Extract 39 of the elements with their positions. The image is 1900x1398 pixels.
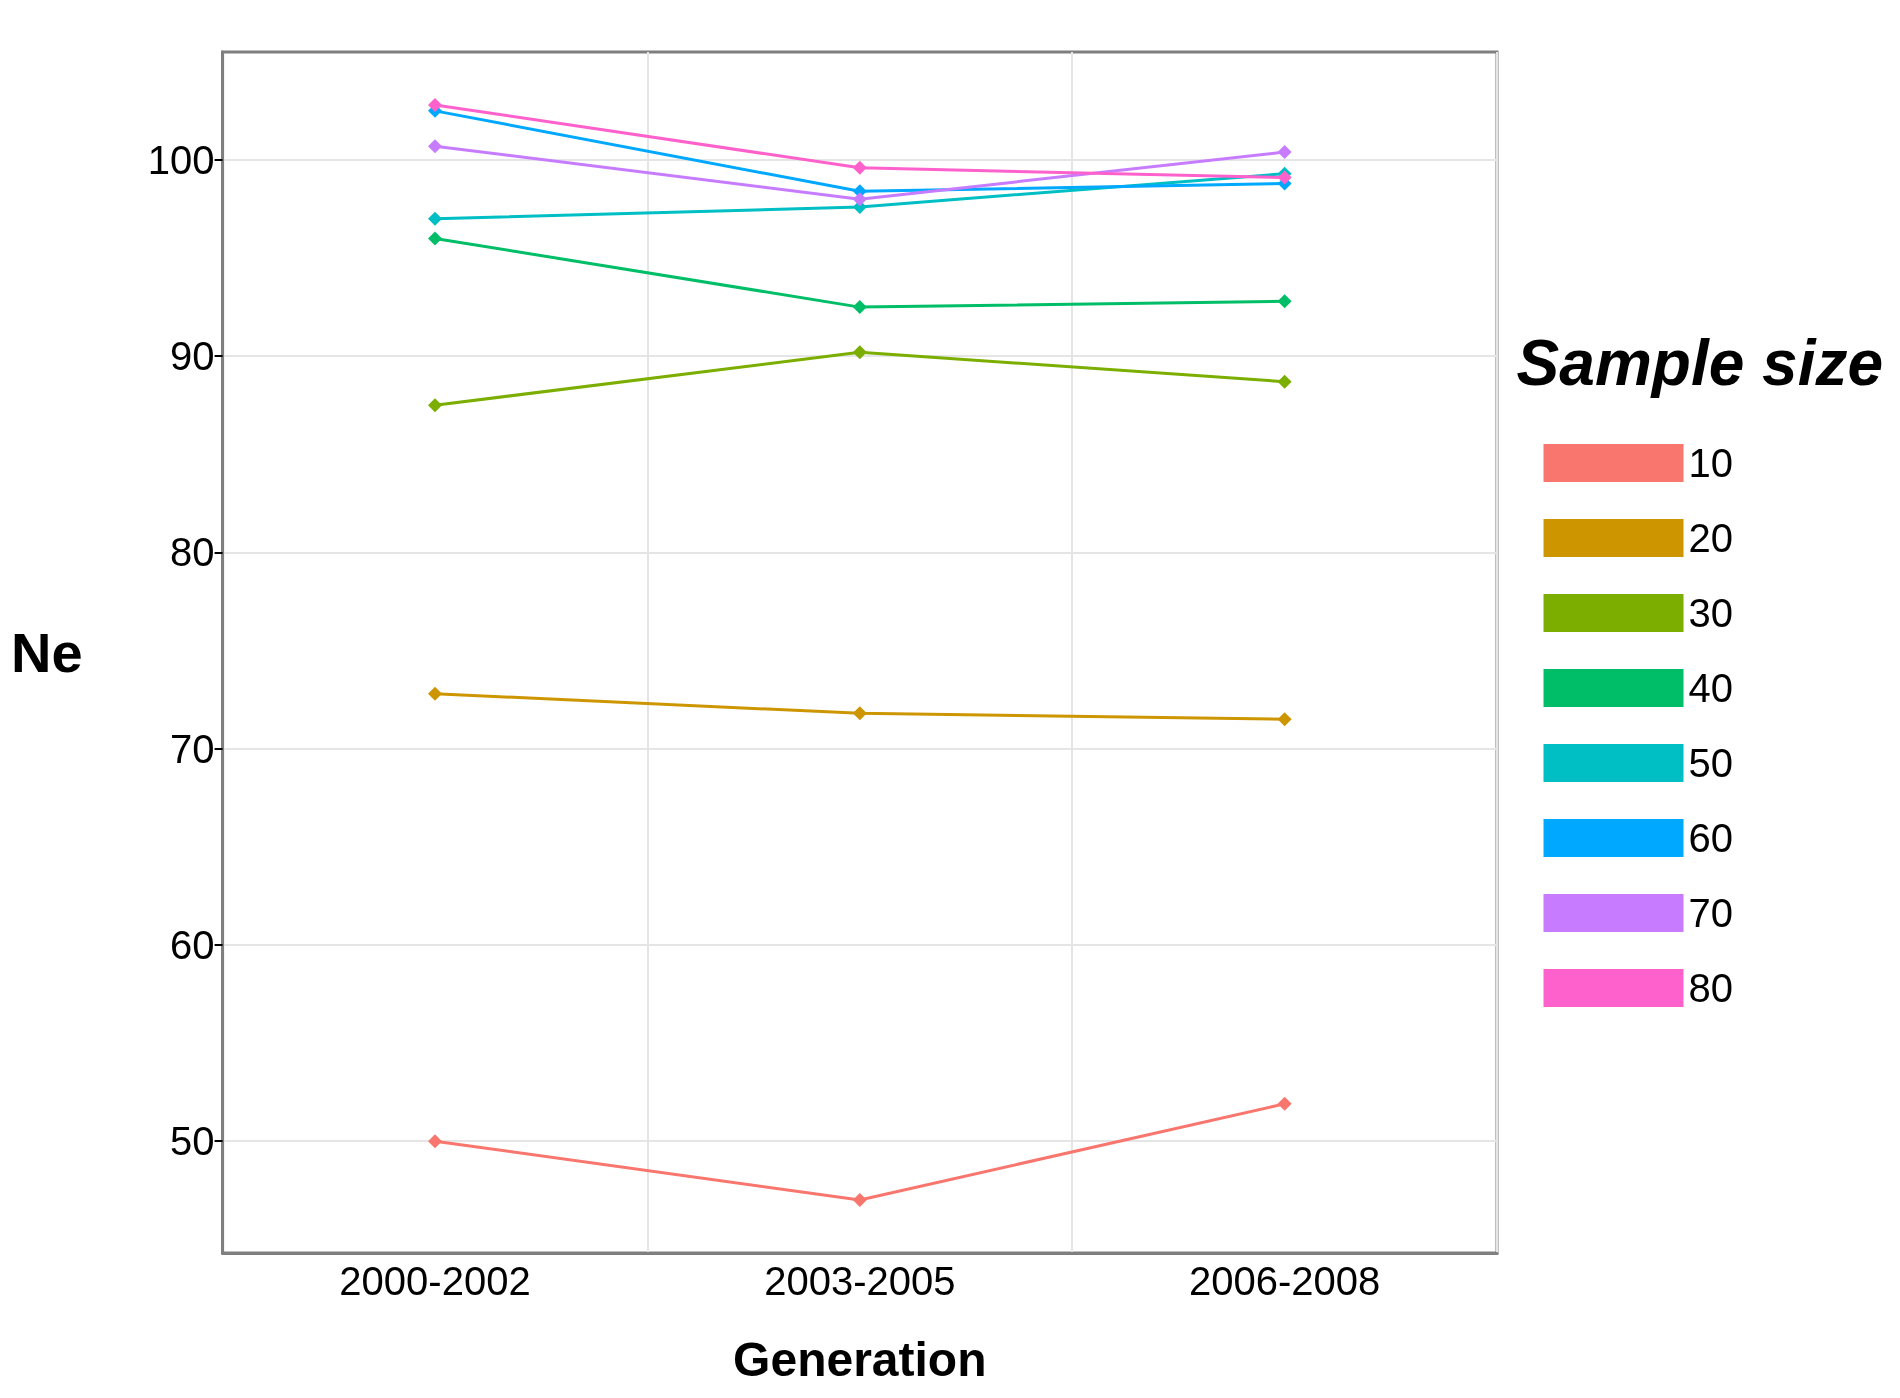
point (1277, 170, 1292, 185)
legend-title: Sample size (1516, 327, 1883, 399)
y-axis-title: Ne (10, 621, 83, 684)
legend-label: 60 (1688, 816, 1734, 860)
legend-label: 10 (1688, 441, 1734, 485)
x-tick-label: 2003-2005 (764, 1259, 956, 1303)
y-tick-label: 90 (170, 334, 215, 379)
legend-label: 30 (1688, 591, 1734, 635)
point (427, 211, 442, 226)
y-tick-label: 70 (170, 726, 215, 771)
x-axis-title: Generation (733, 1332, 987, 1386)
y-tick-label: 100 (147, 137, 215, 182)
legend-label: 40 (1688, 666, 1734, 710)
x-tick-label: 2006-2008 (1188, 1259, 1381, 1303)
point (427, 398, 442, 413)
point (427, 97, 442, 112)
point (852, 192, 867, 207)
legend-label: 50 (1688, 741, 1734, 785)
y-tick-label: 50 (170, 1119, 215, 1164)
point (427, 686, 442, 701)
point (427, 1134, 442, 1149)
point (1277, 712, 1292, 727)
x-tick-label: 2000-2002 (339, 1259, 531, 1303)
point (852, 160, 867, 175)
point (1277, 1096, 1292, 1111)
y-tick-label: 60 (170, 922, 215, 967)
point (1277, 374, 1292, 389)
point (852, 300, 867, 315)
point (852, 345, 867, 360)
legend-label: 20 (1688, 516, 1734, 560)
point (1277, 145, 1292, 160)
point (852, 706, 867, 721)
point (427, 139, 442, 154)
legend-label: 70 (1688, 891, 1734, 935)
point (852, 1193, 867, 1208)
point (427, 231, 442, 246)
point (1277, 294, 1292, 309)
legend-label: 80 (1688, 966, 1734, 1010)
y-tick-label: 80 (170, 530, 215, 575)
